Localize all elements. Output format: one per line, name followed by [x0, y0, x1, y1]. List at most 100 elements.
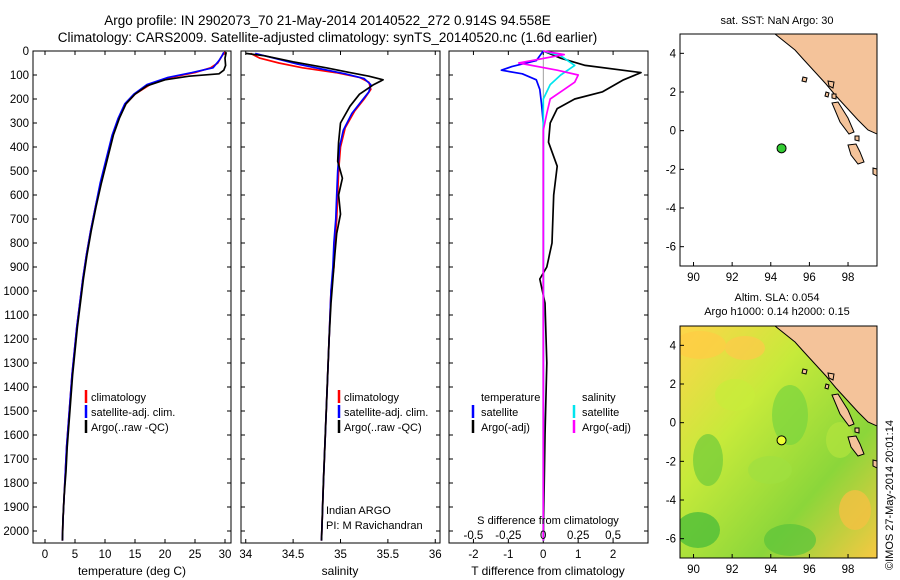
- legend-s-argo: Argo(-adj): [582, 422, 631, 434]
- legend-s-satellite: satellite: [582, 407, 619, 419]
- map-y-tick-label: -6: [666, 534, 676, 546]
- map-y-tick-label: -4: [666, 203, 677, 215]
- x-tick-label: 30: [219, 549, 232, 561]
- x-tick-label: 15: [129, 549, 142, 561]
- x-tick-label: 34.5: [282, 549, 304, 561]
- s-difference-label: S difference from climatology: [477, 515, 619, 527]
- title-line-2: Climatology: CARS2009. Satellite-adjuste…: [57, 30, 598, 45]
- sla-map-title-1: Altim. SLA: 0.054: [735, 292, 820, 304]
- series-argo-raw-qc-: [61, 52, 228, 541]
- temperature-plot: 0 5 10 15 20 25 30: [42, 51, 232, 561]
- sla-map-field-blobs: [680, 331, 871, 556]
- sla-map-frame: [679, 325, 878, 559]
- x-tick-label: -2: [468, 549, 478, 561]
- depth-axis: 0 100 200 300 400 500 600 700 800 900 1000 1100 1200…: [3, 46, 648, 538]
- x-tick-label: -1: [503, 549, 513, 561]
- temperature-panel-frame: [32, 50, 232, 544]
- map-y-tick-label: -2: [666, 456, 676, 468]
- depth-tick-label: 1000: [3, 286, 29, 298]
- legend-t-satellite: satellite: [481, 407, 518, 419]
- series-s-argo-adj-: [517, 50, 580, 541]
- depth-tick-label: 400: [10, 142, 29, 154]
- sst-float-marker: [776, 143, 787, 154]
- map-y-tick-label: -4: [666, 495, 677, 507]
- legend-satellite: satellite-adj. clim.: [344, 407, 428, 419]
- map-x-tick-label: 90: [687, 564, 700, 576]
- imos-footer: ©IMOS 27-May-2014 20:01:14: [884, 420, 896, 570]
- s-tick-label: 0.5: [605, 530, 621, 542]
- x-tick-label: 5: [72, 549, 78, 561]
- map-x-tick-label: 94: [764, 272, 777, 284]
- salinity-legend: climatology satellite-adj. clim. Argo(..…: [337, 390, 428, 434]
- map-y-tick-label: 4: [670, 340, 677, 352]
- map-x-tick-label: 96: [803, 272, 816, 284]
- map-y-tick-label: -6: [666, 242, 676, 254]
- depth-tick-label: 500: [10, 166, 29, 178]
- map-x-tick-label: 92: [726, 272, 739, 284]
- chart-title: Argo profile: IN 2902073_70 21-May-2014 …: [0, 12, 655, 46]
- x-tick-label: 34: [239, 549, 252, 561]
- x-tick-label: 0: [42, 549, 48, 561]
- annotation-indian-argo: Indian ARGO: [326, 505, 391, 517]
- difference-plot: -2 -1 0 1 2: [468, 50, 642, 561]
- series-climatology: [61, 51, 226, 541]
- map-x-tick-label: 98: [842, 272, 855, 284]
- map-x-tick-label: 96: [803, 564, 816, 576]
- depth-tick-label: 300: [10, 118, 29, 130]
- x-tick-label: 10: [99, 549, 112, 561]
- s-difference-ticks: -0.5 -0.25 0 0.25 0.5: [464, 530, 622, 542]
- series-satellite-adj-clim-: [254, 52, 372, 541]
- x-tick-label: 1: [575, 549, 581, 561]
- sla-map-title-2: Argo h1000: 0.14 h2000: 0.15: [704, 306, 850, 318]
- x-tick-label: 35.5: [377, 549, 399, 561]
- legend-argo: Argo(..raw -QC): [91, 422, 169, 434]
- s-tick-label: 0: [540, 530, 546, 542]
- depth-tick-label: 1500: [3, 406, 29, 418]
- depth-tick-label: 800: [10, 238, 29, 250]
- x-tick-label: 2: [610, 549, 616, 561]
- annotation-pi: PI: M Ravichandran: [326, 520, 423, 532]
- map-y-tick-label: 4: [670, 48, 677, 60]
- map-y-tick-label: 2: [670, 379, 676, 391]
- sst-map-land: [774, 34, 877, 177]
- sla-map-axes: 90 92 94 96 98 4 2 0 -2 -4 -6: [666, 340, 855, 576]
- series-climatology: [250, 52, 372, 541]
- map-x-tick-label: 98: [842, 564, 855, 576]
- depth-tick-label: 1100: [4, 310, 29, 322]
- x-tick-label: 35: [334, 549, 347, 561]
- temperature-legend: climatology satellite-adj. clim. Argo(..…: [84, 390, 175, 434]
- legend-satellite: satellite-adj. clim.: [91, 407, 175, 419]
- difference-panel-frame: [448, 50, 649, 544]
- map-y-tick-label: 0: [670, 418, 676, 430]
- map-y-tick-label: 2: [670, 87, 676, 99]
- depth-tick-label: 1400: [3, 382, 29, 394]
- legend-climatology: climatology: [91, 392, 147, 404]
- depth-tick-label: 900: [10, 262, 29, 274]
- x-tick-label: 20: [159, 549, 172, 561]
- sla-float-marker: [776, 435, 787, 446]
- s-tick-label: -0.5: [464, 530, 484, 542]
- map-x-tick-label: 94: [764, 564, 777, 576]
- depth-tick-label: 2000: [3, 526, 29, 538]
- series-s-satellite: [542, 50, 576, 541]
- difference-legend: temperature satellite Argo(-adj) salinit…: [471, 392, 631, 434]
- depth-tick-label: 200: [10, 94, 29, 106]
- legend-climatology: climatology: [344, 392, 400, 404]
- sla-map: 90 92 94 96 98 4 2 0 -2 -4 -6: [666, 325, 878, 576]
- legend-temperature-title: temperature: [481, 392, 540, 404]
- depth-tick-label: 700: [10, 214, 29, 226]
- map-x-tick-label: 90: [687, 272, 700, 284]
- map-x-tick-label: 92: [726, 564, 739, 576]
- s-tick-label: 0.25: [567, 530, 589, 542]
- sst-map: 90 92 94 96 98 4 2 0 -2 -4 -6: [666, 33, 878, 284]
- legend-argo: Argo(..raw -QC): [344, 422, 422, 434]
- x-tick-label: 25: [189, 549, 202, 561]
- depth-tick-label: 1200: [3, 334, 29, 346]
- map-y-tick-label: 0: [670, 126, 676, 138]
- temperature-xlabel: temperature (deg C): [78, 564, 186, 578]
- x-tick-label: 0: [540, 549, 546, 561]
- legend-t-argo: Argo(-adj): [481, 422, 530, 434]
- series-argo-raw-qc-: [245, 52, 384, 541]
- title-line-1: Argo profile: IN 2902073_70 21-May-2014 …: [104, 13, 551, 28]
- sst-map-frame: [679, 33, 878, 267]
